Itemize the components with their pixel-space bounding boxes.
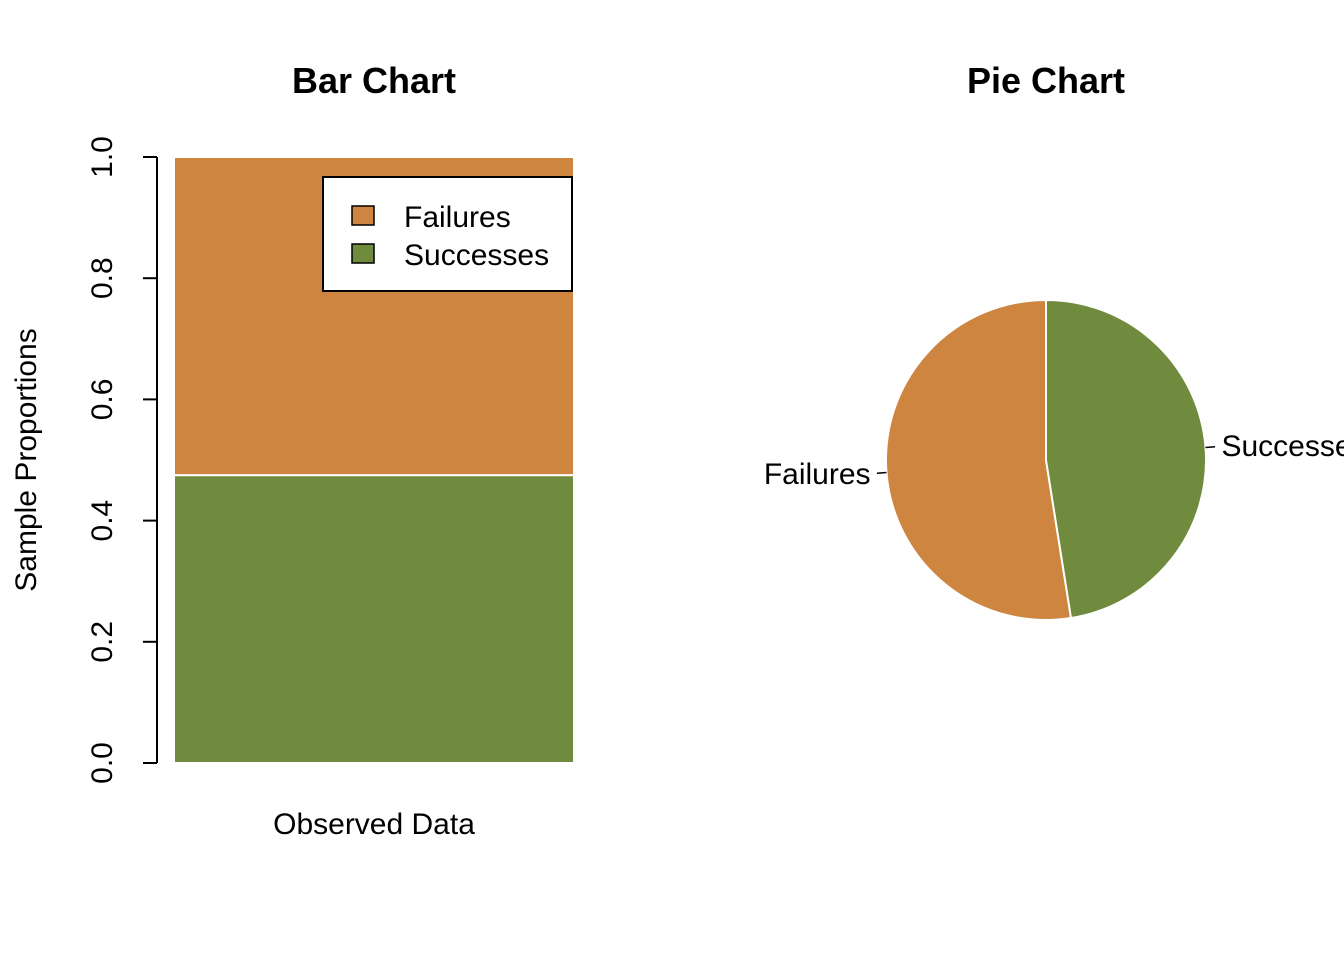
pie-chart-title: Pie Chart bbox=[967, 60, 1125, 101]
pie-label-successes: Successes bbox=[1221, 430, 1344, 463]
y-tick-label: 0.4 bbox=[86, 500, 119, 542]
pie-slice-failures bbox=[885, 298, 1073, 621]
pie-chart-panel: Pie Chart Failures Successes bbox=[764, 60, 1344, 621]
legend-swatch-failures bbox=[351, 205, 375, 226]
bar-chart-title: Bar Chart bbox=[292, 60, 456, 101]
pie-label-leader bbox=[876, 471, 887, 475]
pie-label-failures: Failures bbox=[764, 458, 871, 491]
bar-chart-y-label: Sample Proportions bbox=[10, 328, 43, 591]
pie-slice-successes bbox=[1045, 298, 1207, 620]
y-tick-label: 0.6 bbox=[86, 379, 119, 421]
bar-chart-panel: Bar Chart 0.0 0.2 0.4 0.6 0.8 1.0 Observed Da… bbox=[10, 60, 575, 841]
legend-label-successes: Successes bbox=[404, 239, 549, 272]
y-tick-label: 0.8 bbox=[86, 257, 119, 299]
legend-swatch-successes bbox=[351, 243, 375, 264]
legend-box bbox=[322, 176, 573, 292]
bar-chart-y-axis: 0.0 0.2 0.4 0.6 0.8 1.0 bbox=[86, 136, 158, 784]
y-tick-label: 0.0 bbox=[86, 742, 119, 784]
y-tick-label: 1.0 bbox=[86, 136, 119, 178]
y-tick-label: 0.2 bbox=[86, 621, 119, 663]
bar-chart-legend: Failures Successes bbox=[322, 176, 573, 292]
bar-segment-successes bbox=[173, 474, 575, 764]
legend-label-failures: Failures bbox=[404, 201, 511, 234]
bar-chart-x-label: Observed Data bbox=[273, 808, 475, 841]
pie-label-leader bbox=[1205, 445, 1216, 449]
pie-chart-labels: Failures Successes bbox=[764, 430, 1344, 491]
pie-chart-slices bbox=[885, 298, 1207, 621]
